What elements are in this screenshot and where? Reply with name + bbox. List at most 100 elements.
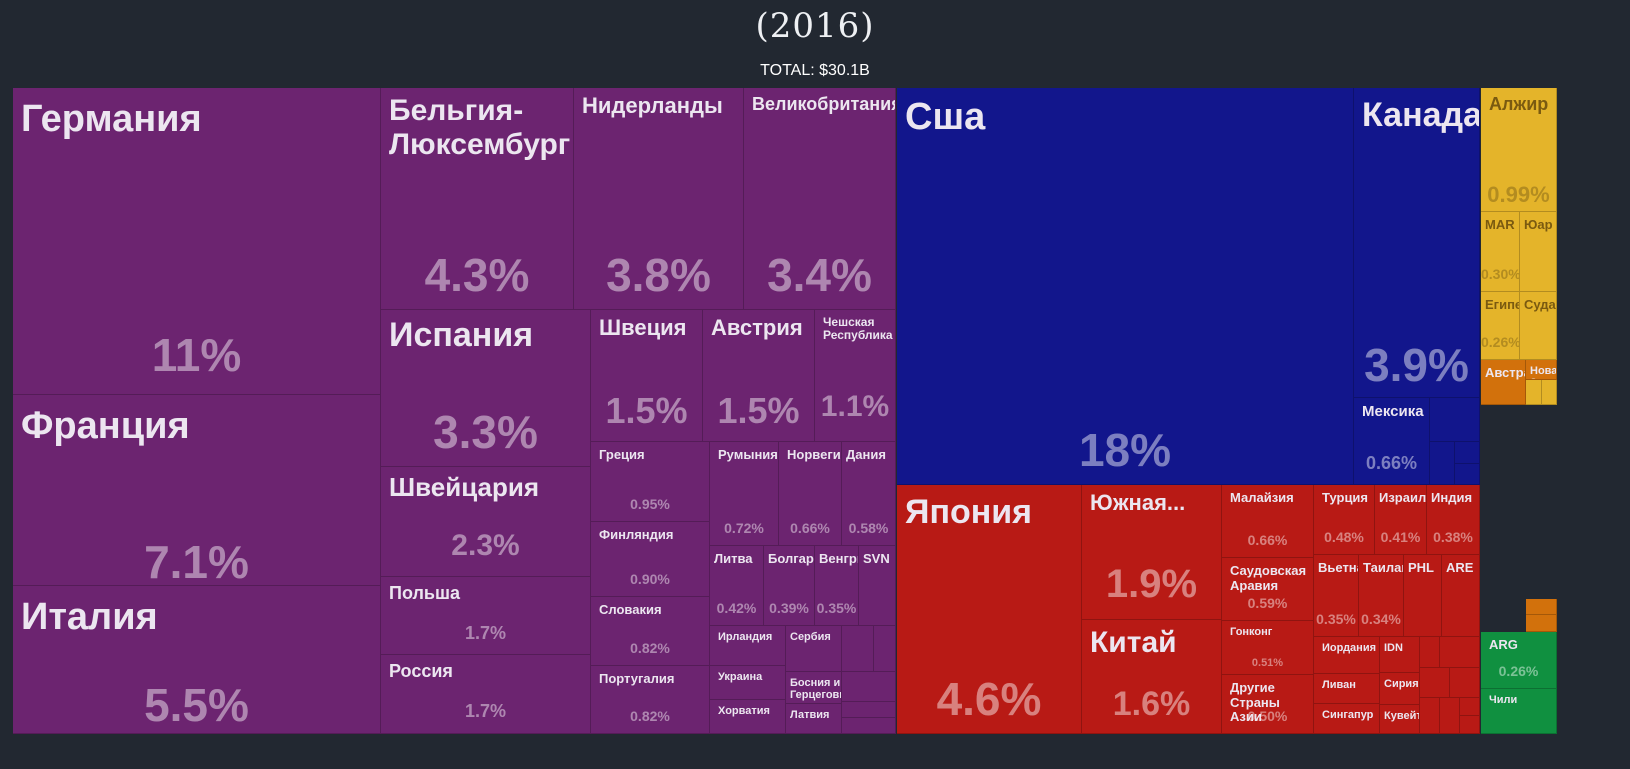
treemap-tile[interactable]: Египет 0.26% [1481, 292, 1520, 360]
treemap-tile[interactable]: Вьетнам 0.35% [1314, 555, 1359, 637]
treemap-tile[interactable]: Германия 11% [13, 88, 381, 395]
tile-label: Мексика [1362, 403, 1424, 420]
treemap-tile[interactable] [1450, 668, 1480, 698]
treemap-tile[interactable]: Алжир 0.99% [1481, 88, 1557, 212]
treemap-tile[interactable] [842, 702, 896, 718]
treemap-tile[interactable]: Южная... 1.9% [1082, 485, 1222, 620]
tile-label: Австралия [1485, 365, 1525, 380]
treemap-tile[interactable]: Судан [1520, 292, 1557, 360]
treemap-tile[interactable]: Швеция 1.5% [591, 310, 703, 442]
treemap-tile[interactable] [1460, 716, 1480, 734]
treemap-tile[interactable]: Малайзия 0.66% [1222, 485, 1314, 558]
treemap-tile[interactable]: Таиланд 0.34% [1359, 555, 1404, 637]
treemap-tile[interactable]: Другие Страны Азии 0.50% [1222, 675, 1314, 734]
treemap-tile[interactable]: Нидерланды 3.8% [574, 88, 744, 310]
tile-value: 5.5% [144, 679, 249, 731]
treemap-tile[interactable]: Италия 5.5% [13, 586, 381, 734]
treemap-tile[interactable] [1430, 442, 1455, 485]
treemap-tile[interactable]: Сербия [786, 626, 842, 672]
tile-value: 3.8% [606, 249, 711, 301]
tile-value: 1.6% [1112, 685, 1191, 723]
treemap-tile[interactable] [1526, 380, 1542, 405]
treemap-tile[interactable]: Дания 0.58% [842, 442, 896, 546]
treemap-tile[interactable]: Сирия [1380, 673, 1420, 705]
treemap-tile[interactable]: Иордания [1314, 637, 1380, 674]
treemap-tile[interactable]: ARE [1442, 555, 1480, 637]
treemap-tile[interactable]: Швейцария 2.3% [381, 467, 591, 577]
tile-label: Испания [389, 316, 534, 354]
treemap-tile[interactable] [1455, 464, 1480, 485]
treemap-tile[interactable]: Япония 4.6% [897, 485, 1082, 734]
treemap-tile[interactable]: Франция 7.1% [13, 395, 381, 586]
treemap-tile[interactable] [1420, 668, 1450, 698]
tile-value: 18% [1078, 424, 1172, 476]
treemap-tile[interactable] [842, 718, 896, 734]
treemap-tile[interactable] [1526, 599, 1557, 615]
treemap-tile[interactable]: Ливан [1314, 674, 1380, 704]
treemap-tile[interactable]: MAR 0.30% [1481, 212, 1520, 292]
treemap-tile[interactable]: Норвегия 0.66% [779, 442, 842, 546]
treemap-tile[interactable]: Румыния 0.72% [710, 442, 779, 546]
treemap-tile[interactable]: Израиль 0.41% [1375, 485, 1427, 555]
tile-label: Словакия [599, 602, 662, 617]
treemap-tile[interactable] [874, 626, 896, 672]
treemap-tile[interactable]: Канада 3.9% [1354, 88, 1480, 398]
treemap-tile[interactable]: Кувейт [1380, 705, 1420, 734]
treemap-tile[interactable]: Венгрия 0.35% [815, 546, 859, 626]
tile-value: 0.42% [716, 600, 757, 616]
treemap-tile[interactable]: Финляндия 0.90% [591, 522, 710, 597]
treemap-tile[interactable]: Ирландия [710, 626, 786, 666]
treemap-tile[interactable]: Индия 0.38% [1427, 485, 1480, 555]
treemap-tile[interactable] [1455, 442, 1480, 464]
treemap-tile[interactable]: SVN [859, 546, 896, 626]
treemap-tile[interactable]: Польша 1.7% [381, 577, 591, 655]
treemap-tile[interactable] [1420, 698, 1440, 734]
treemap-tile[interactable]: PHL [1404, 555, 1442, 637]
treemap-tile[interactable]: Саудовская Аравия 0.59% [1222, 558, 1314, 621]
treemap-tile[interactable]: Литва 0.42% [710, 546, 764, 626]
treemap-tile[interactable] [1542, 380, 1557, 405]
treemap-tile[interactable]: Хорватия [710, 700, 786, 734]
treemap-tile[interactable] [842, 672, 896, 702]
treemap-tile[interactable]: Китай 1.6% [1082, 620, 1222, 734]
tile-label: Вьетнам [1318, 560, 1358, 575]
treemap-tile[interactable]: Чили [1481, 689, 1557, 734]
treemap-tile[interactable]: ARG 0.26% [1481, 632, 1557, 689]
treemap-tile[interactable] [1440, 637, 1480, 668]
treemap-tile[interactable]: Босния и Герцеговина [786, 672, 842, 704]
treemap-tile[interactable] [1460, 698, 1480, 716]
tile-label: Болгария [768, 551, 814, 566]
treemap-tile[interactable]: Россия 1.7% [381, 655, 591, 734]
treemap-tile[interactable]: Болгария 0.39% [764, 546, 815, 626]
treemap-tile[interactable]: IDN [1380, 637, 1420, 673]
treemap-tile[interactable]: Турция 0.48% [1314, 485, 1375, 555]
treemap-tile[interactable]: Украина [710, 666, 786, 700]
tile-label: Швеция [599, 315, 687, 340]
treemap-tile[interactable]: Юар [1520, 212, 1557, 292]
treemap-tile[interactable]: Австрия 1.5% [703, 310, 815, 442]
treemap-tile[interactable]: Словакия 0.82% [591, 597, 710, 666]
chart-title: (2016) [755, 6, 875, 46]
treemap-tile[interactable]: Мексика 0.66% [1354, 398, 1430, 485]
tile-value: 0.39% [769, 600, 809, 616]
tile-label: Греция [599, 447, 645, 462]
treemap-tile[interactable] [1430, 398, 1480, 442]
treemap-tile[interactable]: Латвия [786, 704, 842, 734]
treemap-tile[interactable] [1420, 637, 1440, 668]
treemap-tile[interactable]: Испания 3.3% [381, 310, 591, 467]
treemap-tile[interactable]: Сша 18% [897, 88, 1354, 485]
treemap-tile[interactable]: Сингапур [1314, 704, 1380, 734]
treemap-tile[interactable]: Греция 0.95% [591, 442, 710, 522]
tile-label: Турция [1322, 490, 1369, 505]
treemap-tile[interactable]: Гонконг 0.51% [1222, 621, 1314, 675]
treemap-tile[interactable]: Австралия1.5% [1481, 360, 1526, 405]
treemap-tile[interactable]: Великобритания 3.4% [744, 88, 896, 310]
treemap-tile[interactable]: Новая Зеландия [1526, 360, 1557, 380]
treemap-tile[interactable] [1440, 698, 1460, 734]
treemap-tile[interactable]: Чешская Республика 1.1% [815, 310, 896, 442]
tile-label: Канада [1362, 96, 1480, 134]
treemap-tile[interactable] [1526, 615, 1557, 632]
treemap-tile[interactable]: Бельгия- Люксембург 4.3% [381, 88, 574, 310]
treemap-tile[interactable]: Португалия 0.82% [591, 666, 710, 734]
treemap-tile[interactable] [842, 626, 874, 672]
